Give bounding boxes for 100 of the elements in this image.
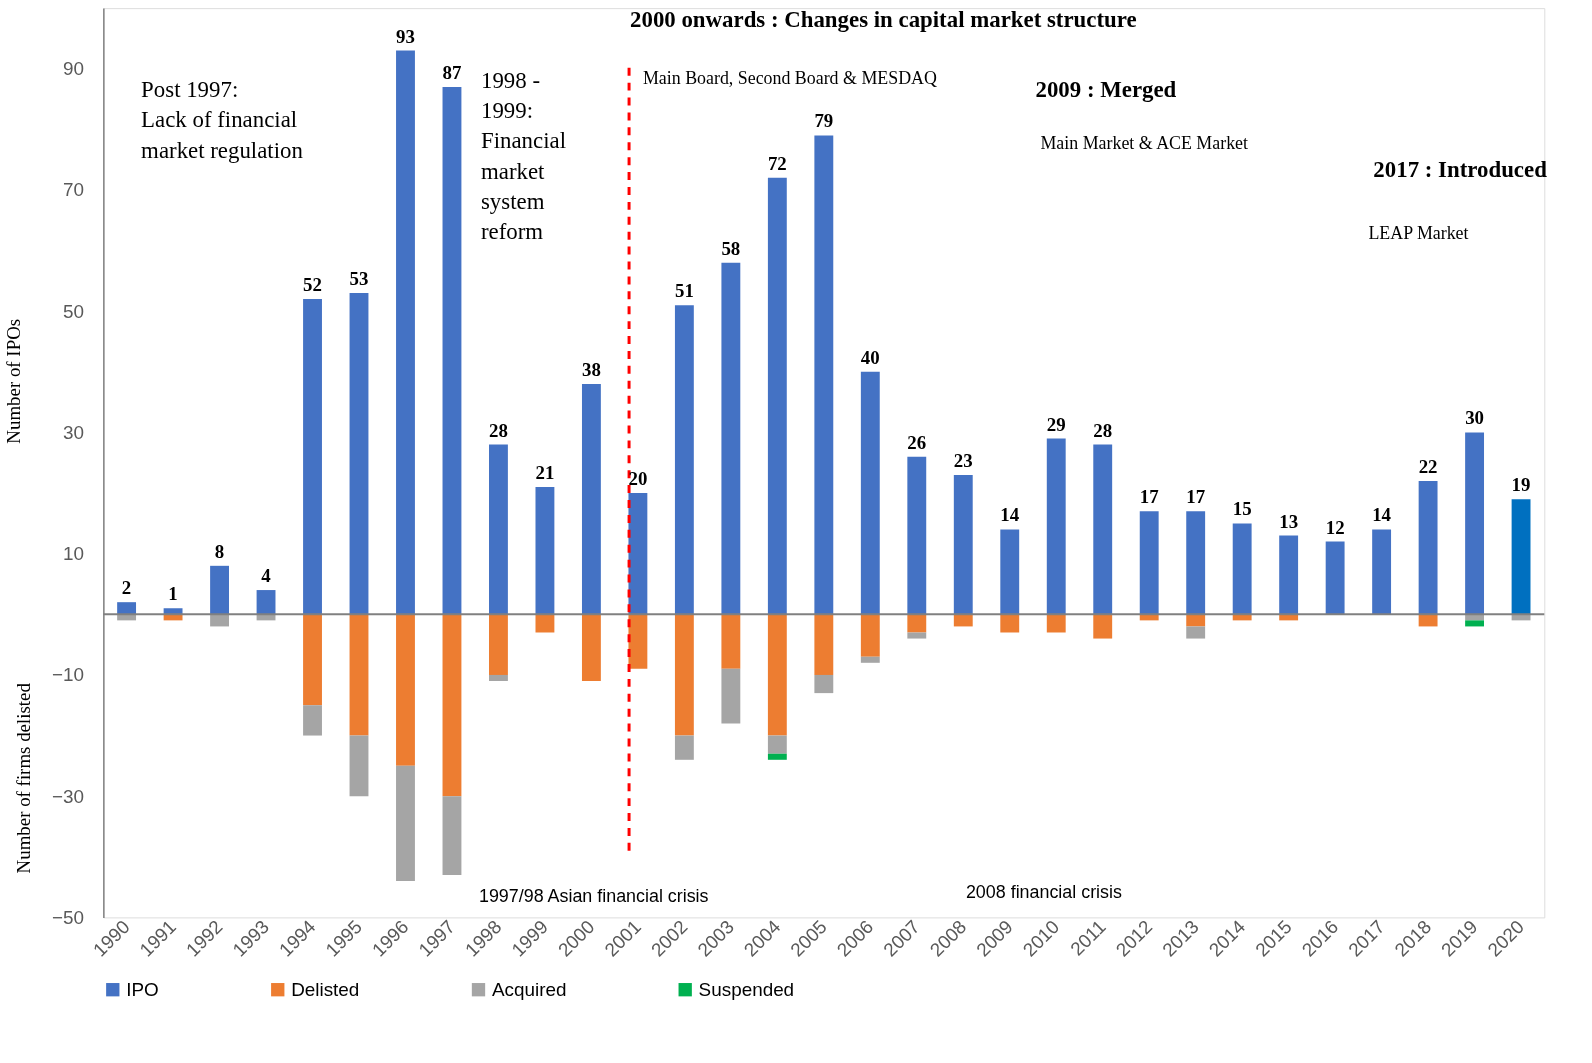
bar [814, 674, 834, 694]
data-label: 28 [1093, 419, 1113, 441]
bar [721, 614, 741, 669]
data-label: 26 [907, 431, 927, 453]
data-label: 28 [489, 419, 508, 441]
bar [1465, 432, 1485, 615]
bar [303, 705, 322, 736]
bar [303, 614, 322, 706]
bar [1325, 541, 1345, 615]
bar [581, 383, 601, 615]
data-label: 72 [767, 152, 787, 174]
legend-label: IPO [126, 978, 159, 1000]
y-tick-label: 90 [62, 58, 84, 80]
text: Number of firms delisted [12, 682, 34, 874]
bar [489, 614, 508, 675]
legend-label: Acquired [491, 978, 567, 1000]
data-label: 29 [1046, 413, 1066, 435]
bar [1046, 614, 1066, 633]
data-label: 87 [442, 61, 462, 83]
bar [953, 614, 973, 627]
y-axis-title: Number of IPOs [3, 318, 25, 444]
bar [1418, 480, 1438, 615]
legend-label: Delisted [291, 978, 360, 1000]
bar [953, 474, 973, 615]
bar [396, 614, 415, 766]
bar [767, 614, 787, 736]
data-label: 17 [1186, 486, 1206, 508]
bar [349, 614, 369, 736]
data-label: 40 [860, 346, 880, 368]
data-label: 2 [121, 577, 132, 599]
y-tick-label: 10 [62, 543, 84, 565]
bar [721, 668, 741, 724]
bar [349, 735, 369, 797]
bar [907, 614, 927, 633]
annotation: 2000 onwards : Changes in capital market structure [630, 7, 1137, 32]
data-label: 8 [214, 540, 225, 562]
bar [349, 293, 369, 615]
bar [1232, 523, 1252, 615]
data-label: 79 [814, 110, 834, 132]
bar [860, 371, 880, 615]
bar [442, 796, 462, 875]
bar [535, 614, 555, 633]
bar [1372, 529, 1392, 615]
bar [1186, 626, 1206, 639]
bar [210, 614, 229, 627]
data-label: 58 [721, 237, 741, 259]
annotation: 1998 - 1999: Financial market system reform [480, 67, 566, 245]
data-label: 13 [1279, 510, 1299, 532]
bar [117, 602, 137, 615]
data-label: 15 [1232, 498, 1252, 520]
bar [442, 614, 462, 797]
bar [1186, 511, 1206, 615]
y-tick-label: −50 [51, 906, 84, 928]
bar [256, 590, 276, 615]
bar [1000, 614, 1020, 633]
data-label: 23 [953, 449, 973, 471]
bar [907, 632, 927, 639]
annotation: 2009 : Merged [1035, 76, 1177, 102]
data-label: 1 [168, 583, 178, 605]
bar [1279, 535, 1299, 615]
annotation: LEAP Market [1368, 222, 1469, 243]
bar [674, 735, 694, 760]
bar [1418, 614, 1438, 627]
annotation: Main Market & ACE Market [1040, 133, 1249, 154]
bar [1093, 614, 1113, 639]
bar [489, 444, 508, 615]
bar [1511, 499, 1531, 615]
bar [767, 753, 787, 760]
bar [860, 614, 880, 657]
bar [303, 299, 322, 615]
bar [210, 565, 229, 615]
bar [674, 614, 694, 736]
data-label: 52 [303, 274, 322, 296]
bar [442, 86, 462, 615]
data-label: 51 [674, 280, 694, 302]
bar [396, 50, 415, 615]
data-label: 17 [1139, 486, 1159, 508]
bar [1046, 438, 1066, 615]
bar [814, 135, 834, 615]
data-label: 30 [1465, 407, 1485, 429]
bar [1139, 511, 1159, 615]
annotation: 1997/98 Asian financial crisis [478, 886, 709, 907]
data-label: 21 [535, 462, 555, 484]
data-label: 20 [628, 468, 648, 490]
bar [581, 614, 601, 681]
annotation: Main Board, Second Board & MESDAQ [642, 67, 937, 88]
y-tick-label: −10 [51, 664, 84, 686]
bar [535, 487, 555, 615]
bar [674, 305, 694, 615]
y-tick-label: −30 [51, 785, 84, 807]
bar [767, 735, 787, 754]
legend-label: Suspended [698, 978, 795, 1000]
bar [1465, 620, 1485, 627]
bar [1186, 614, 1206, 627]
bar [1093, 444, 1113, 615]
bar [767, 177, 787, 615]
y-tick-label: 70 [62, 179, 84, 201]
bar [860, 656, 880, 663]
data-label: 12 [1325, 516, 1345, 538]
bar [1000, 529, 1020, 615]
